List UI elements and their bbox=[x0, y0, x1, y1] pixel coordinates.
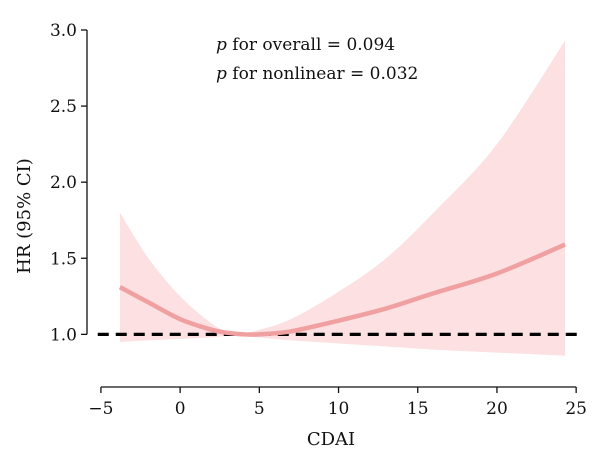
confidence-band-layer bbox=[119, 40, 566, 356]
hr-spline-line bbox=[118, 242, 566, 337]
x-tick-label: 20 bbox=[486, 399, 508, 419]
x-tick-label: −5 bbox=[88, 399, 113, 419]
y-axis-title: HR (95% CI) bbox=[14, 158, 35, 274]
y-tick-label: 1.5 bbox=[50, 249, 77, 269]
y-tick-label: 1.0 bbox=[50, 325, 77, 345]
y-tick-label: 3.0 bbox=[50, 21, 77, 41]
annotations-layer: p for overall = 0.094 p for nonlinear = … bbox=[216, 35, 418, 84]
y-tick-label: 2.5 bbox=[50, 97, 77, 117]
annotation-nonlinear: p for nonlinear = 0.032 bbox=[216, 64, 418, 84]
y-tick-label: 2.0 bbox=[50, 173, 77, 193]
axes-layer: −5 0 5 10 15 20 25 1.0 1.5 2.0 2.5 3.0 bbox=[50, 21, 587, 419]
x-tick-label: 10 bbox=[328, 399, 350, 419]
annotation-overall: p for overall = 0.094 bbox=[216, 35, 395, 55]
x-tick-label: 5 bbox=[254, 399, 265, 419]
x-tick-label: 0 bbox=[175, 399, 186, 419]
confidence-band bbox=[119, 40, 566, 356]
x-axis-title: CDAI bbox=[307, 429, 355, 450]
series-line-layer bbox=[118, 242, 566, 337]
x-tick-label: 15 bbox=[407, 399, 429, 419]
x-tick-label: 25 bbox=[565, 399, 587, 419]
